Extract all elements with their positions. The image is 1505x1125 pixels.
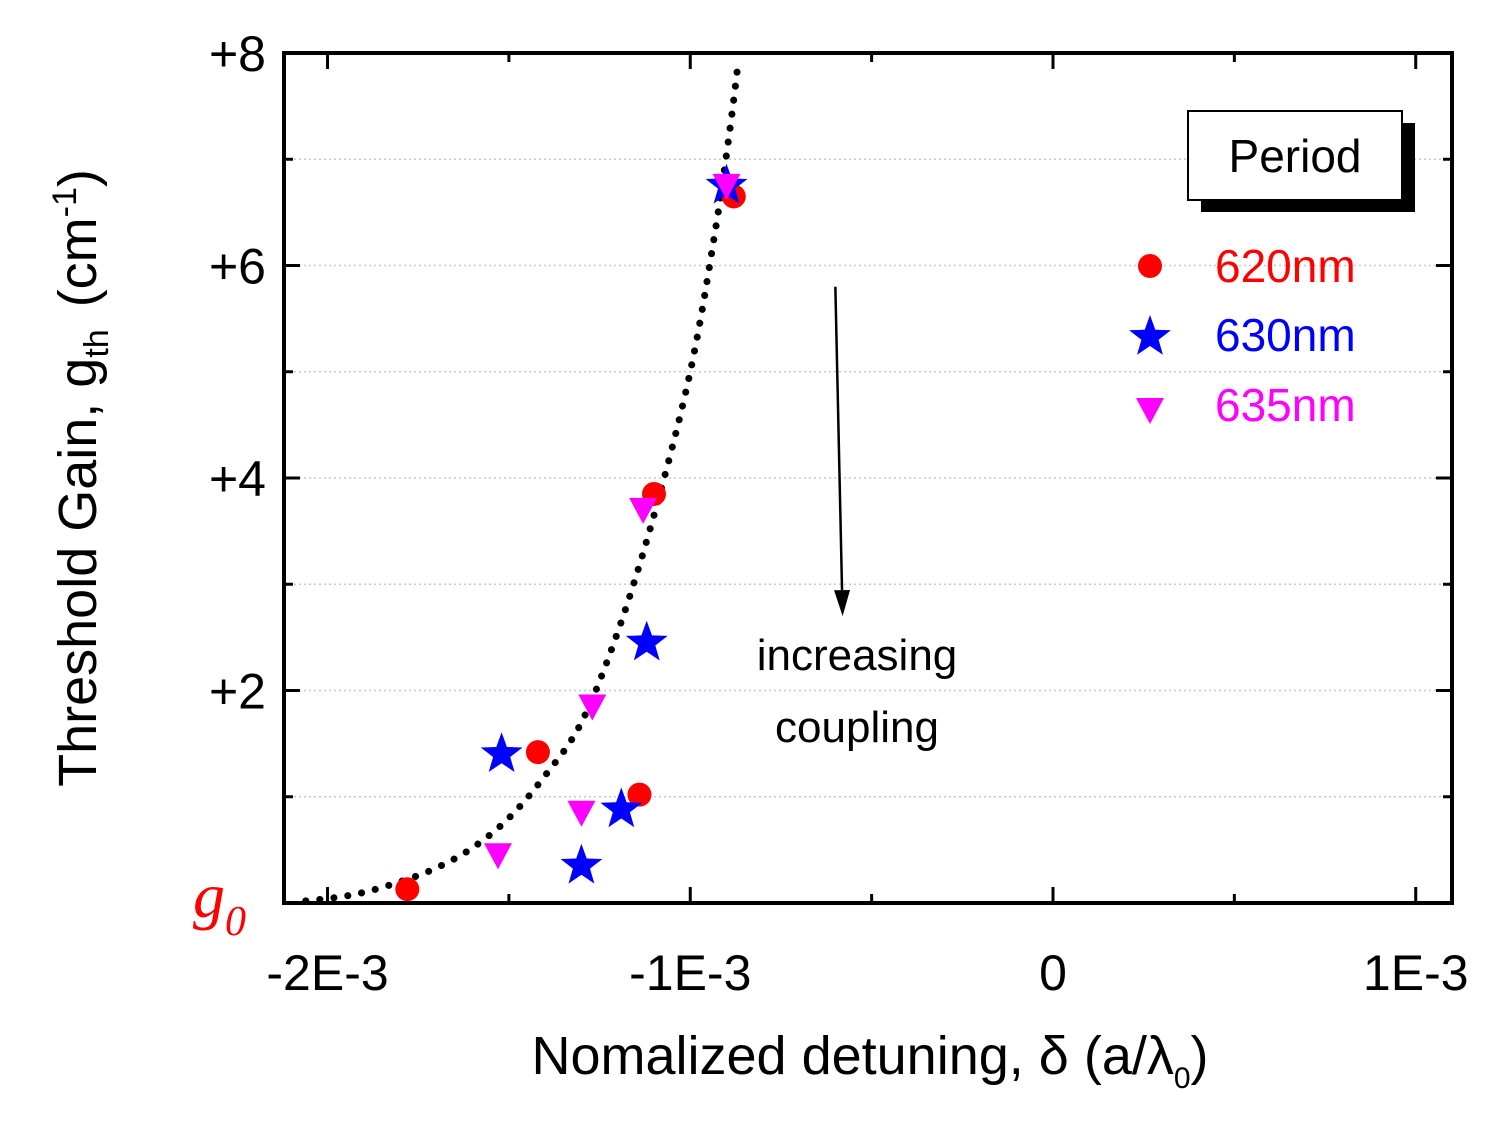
data-point-630nm [480,732,523,772]
x-axis-title-main: Nomalized detuning, δ (a/λ [531,1026,1173,1086]
x-tick-label: 0 [1039,945,1067,1001]
data-points-layer [395,163,748,902]
y-axis-title-main: Threshold Gain, g [48,358,108,787]
y-tick-labels: +2 +4 +6 +8 [209,26,266,720]
legend-title: Period [1229,130,1362,182]
legend-label-635nm: 635nm [1215,379,1356,431]
y-axis-title-sup: -1 [46,187,84,217]
x-tick-label: -2E-3 [266,945,388,1001]
data-point-620nm [627,782,652,807]
y-tick-label: +6 [209,239,266,295]
data-point-635nm [629,497,658,524]
fit-curve [302,65,741,905]
data-point-635nm [578,694,607,721]
data-point-630nm [560,843,603,884]
x-axis-title: Nomalized detuning, δ (a/λ0) [531,1026,1208,1095]
annotation-arrow-head [834,589,851,617]
data-point-635nm [484,843,513,870]
data-point-630nm [625,620,668,661]
annotation-arrow-line [834,286,844,591]
annotation-text-line1: increasing [757,631,958,680]
baseline-label-sub: 0 [225,899,246,945]
y-tick-label: +4 [209,451,266,507]
y-axis-title-end: ) [48,169,108,187]
legend-title-box [1187,110,1403,201]
x-axis-title-sub: 0 [1174,1062,1191,1095]
data-point-635nm [567,800,596,827]
axis-ticks [284,51,1452,903]
legend-label-630nm: 630nm [1215,309,1356,361]
y-tick-label: +8 [209,26,266,82]
data-point-620nm [525,740,550,765]
legend: Period 620nm 630nm 635nm [1129,110,1415,431]
x-tick-label: 1E-3 [1363,945,1469,1001]
x-tick-label: -1E-3 [629,945,751,1001]
legend-marker-635nm [1136,398,1164,424]
y-axis-title: Threshold Gain, gth (cm-1) [46,169,116,787]
data-point-620nm [395,877,420,902]
fit-curve-layer [302,65,741,905]
annotation: increasing coupling [757,286,958,752]
y-axis-title-unit: (cm [48,217,108,307]
x-tick-labels: -2E-3 -1E-3 0 1E-3 [266,945,1468,1001]
x-axis-title-end: ) [1191,1026,1209,1086]
annotation-text-line2: coupling [775,703,939,752]
y-tick-label: +2 [209,664,266,720]
data-point-630nm [600,787,643,828]
y-axis-title-sub: th [78,329,116,357]
legend-marker-620nm [1138,254,1162,278]
legend-marker-630nm [1129,315,1171,355]
baseline-label: g0 [193,860,246,945]
legend-label-620nm: 620nm [1215,240,1356,292]
baseline-label-main: g [193,860,225,931]
data-point-635nm [712,173,741,200]
